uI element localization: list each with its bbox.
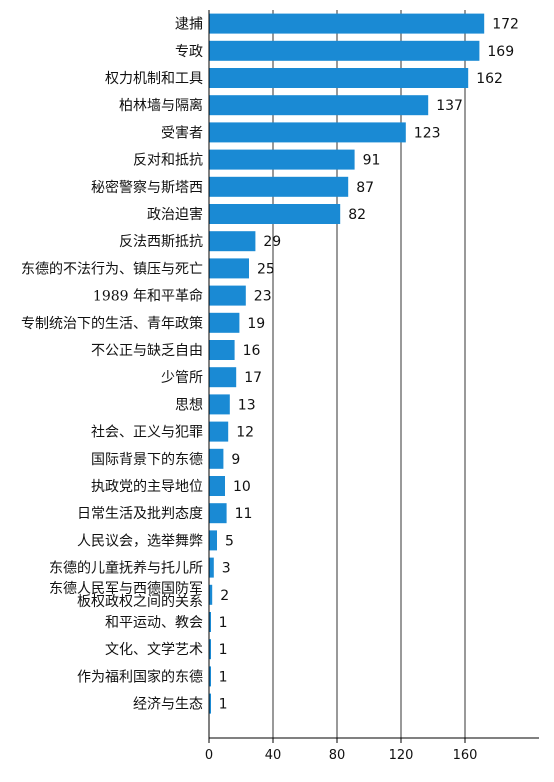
bar <box>209 448 224 469</box>
value-label: 123 <box>414 125 441 141</box>
category-label: 文化、文学艺术 <box>105 642 203 658</box>
bar <box>209 258 249 279</box>
x-tick-label: 0 <box>205 748 213 763</box>
category-label: 秘密警察与斯塔西 <box>91 179 203 196</box>
value-label: 23 <box>254 289 272 305</box>
category-labels: 逮捕专政权力机制和工具柏林墙与隔离受害者反对和抵抗秘密警察与斯塔西政治迫害反法西… <box>21 17 203 713</box>
value-label: 9 <box>231 452 240 468</box>
value-label: 19 <box>247 316 265 332</box>
bar <box>209 421 229 442</box>
value-label: 1 <box>219 642 228 658</box>
grid-lines <box>272 10 466 738</box>
bar <box>209 584 213 605</box>
x-axis: 0 40 80 120 160 <box>205 10 539 763</box>
category-label: 反对和抵抗 <box>133 153 203 169</box>
category-label: 国际背景下的东德 <box>91 452 203 468</box>
value-label: 91 <box>363 153 381 169</box>
value-label: 11 <box>235 506 253 522</box>
value-label: 162 <box>476 71 503 87</box>
category-label: 不公正与缺乏自由 <box>91 343 203 359</box>
category-label: 东德人民军与西德国防军 <box>49 581 203 597</box>
x-tick-label: 80 <box>329 748 346 763</box>
category-label: 逮捕 <box>175 17 203 33</box>
value-label: 29 <box>263 234 281 250</box>
category-label: 少管所 <box>161 370 203 386</box>
category-label: 政治迫害 <box>147 207 203 223</box>
x-tick-label: 160 <box>453 748 478 763</box>
value-label: 82 <box>348 207 366 223</box>
bar <box>209 149 355 170</box>
bar <box>209 176 349 197</box>
value-label: 87 <box>356 180 374 196</box>
bar <box>209 204 341 224</box>
bar <box>209 503 227 524</box>
bar <box>209 530 217 551</box>
bar <box>209 340 235 360</box>
value-label: 1 <box>219 615 228 631</box>
bar <box>209 285 246 306</box>
bars <box>209 13 485 714</box>
x-tick-label: 120 <box>389 748 414 763</box>
category-label: 反法西斯抵抗 <box>119 234 203 250</box>
value-label: 3 <box>222 561 231 577</box>
bar <box>209 666 211 687</box>
x-tick-label: 40 <box>265 748 282 763</box>
category-label: 经济与生态 <box>133 697 203 713</box>
category-label: 东德的不法行为、镇压与死亡 <box>21 261 203 277</box>
value-label: 2 <box>220 588 229 604</box>
category-label: 作为福利国家的东德 <box>77 668 203 685</box>
bar <box>209 476 225 496</box>
bar <box>209 639 211 660</box>
value-label: 16 <box>243 343 261 359</box>
value-label: 17 <box>244 370 262 386</box>
bar <box>209 367 237 388</box>
category-label: 柏林墙与隔离 <box>119 97 203 114</box>
category-label: 板权政权之间的关系 <box>77 594 203 610</box>
value-label: 10 <box>233 479 251 495</box>
value-label: 25 <box>257 261 275 277</box>
category-label: 日常生活及批判态度 <box>77 506 203 522</box>
value-label: 12 <box>236 425 254 441</box>
category-label: 受害者 <box>161 125 203 141</box>
category-label: 人民议会，选举舞弊 <box>77 533 203 549</box>
value-label: 13 <box>238 397 256 413</box>
value-labels: 1721691621371239187822925231916171312910… <box>219 17 519 713</box>
value-label: 1 <box>219 697 228 713</box>
category-label: 思想 <box>175 397 203 413</box>
bar <box>209 557 214 578</box>
bar <box>209 13 485 34</box>
bar <box>209 612 211 632</box>
bar <box>209 95 429 116</box>
bar <box>209 68 469 88</box>
bar <box>209 231 256 252</box>
bar <box>209 394 230 415</box>
category-label: 权力机制和工具 <box>105 71 203 87</box>
category-label: 1989 年和平革命 <box>93 288 203 305</box>
value-label: 1 <box>219 669 228 685</box>
bar <box>209 312 240 333</box>
value-label: 5 <box>225 533 234 549</box>
category-label: 社会、正义与犯罪 <box>91 425 203 441</box>
bar <box>209 693 211 714</box>
category-label: 专政 <box>175 44 203 60</box>
category-label: 东德的儿童抚养与托儿所 <box>49 560 203 577</box>
value-label: 137 <box>436 98 463 114</box>
category-label: 执政党的主导地位 <box>91 479 203 495</box>
value-label: 169 <box>487 44 514 60</box>
category-label: 和平运动、教会 <box>105 615 203 631</box>
bar <box>209 122 406 143</box>
bar <box>209 40 480 61</box>
value-label: 172 <box>492 17 519 33</box>
category-label: 专制统治下的生活、青年政策 <box>21 315 203 332</box>
